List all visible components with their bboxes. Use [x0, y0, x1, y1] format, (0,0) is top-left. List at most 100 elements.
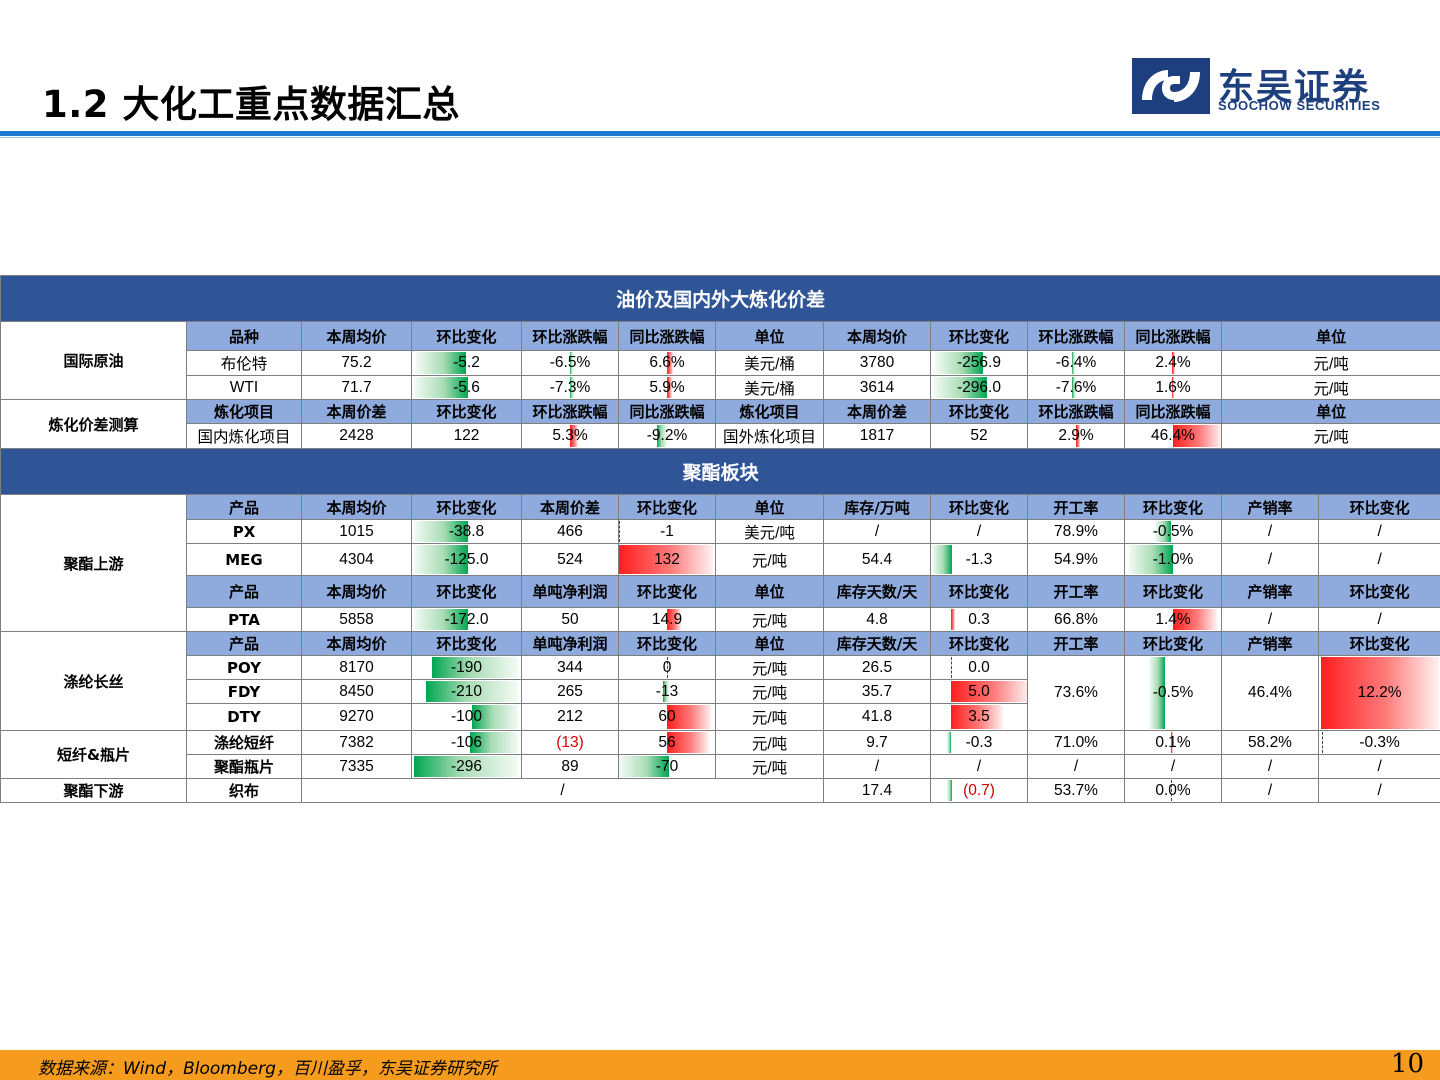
operating-rate: 73.6%	[1027, 655, 1125, 731]
column-header: 本周均价	[301, 631, 412, 656]
weekly-avg-price: 8450	[301, 679, 412, 704]
weekly-avg-price: 8170	[301, 655, 412, 680]
oil-banner: 油价及国内外大炼化价差	[0, 275, 1440, 322]
weekly-avg-price: 7335	[301, 754, 412, 779]
net-profit-per-ton: 50	[521, 607, 619, 632]
section-refining-spread: 炼化价差测算	[0, 399, 187, 449]
table-row: FDY 8450 -210 265 -13 元/吨 35.7 5.0	[1, 679, 1440, 704]
operating-rate: 71.0%	[1027, 730, 1125, 755]
column-header: 环比变化	[618, 494, 716, 520]
weekly-avg-price: 75.2	[301, 350, 412, 376]
data-bar	[667, 732, 709, 753]
data-bar	[1172, 377, 1174, 398]
column-header: 环比变化	[930, 321, 1028, 351]
wow-change: -0.3	[930, 730, 1028, 755]
net-profit-per-ton: 265	[521, 679, 619, 704]
column-header: 本周均价	[301, 575, 412, 608]
product-name: 聚酯瓶片	[186, 754, 302, 779]
unit: 美元/桶	[715, 375, 824, 400]
unit: 元/吨	[715, 730, 824, 755]
page-number: 10	[1390, 1049, 1424, 1079]
data-bar	[414, 521, 468, 542]
page-title: 1.2 大化工重点数据汇总	[42, 83, 460, 126]
footer-bar	[0, 1050, 1440, 1080]
inventory-days: 17.4	[823, 778, 931, 803]
data-bar	[414, 756, 518, 777]
wow-change: -125.0	[411, 543, 522, 576]
wow-change: 0.0%	[1124, 778, 1222, 803]
data-bar	[570, 425, 578, 447]
column-header: 本周价差	[521, 494, 619, 520]
column-header: 环比变化	[930, 399, 1028, 424]
inventory-days: /	[823, 754, 931, 779]
sales-ratio: /	[1221, 607, 1319, 632]
wow-change: 132	[618, 543, 716, 576]
column-header: 开工率	[1027, 631, 1125, 656]
weekly-avg-price: 7382	[301, 730, 412, 755]
wow-change: -0.3%	[1317, 730, 1440, 755]
wow-change: -1.3	[930, 543, 1028, 576]
wow-change: 12.2%	[1317, 655, 1440, 731]
column-header: 同比涨跌幅	[618, 321, 716, 351]
column-header: 产销率	[1221, 575, 1319, 608]
sales-ratio: /	[1221, 519, 1319, 544]
product-name: PTA	[186, 607, 302, 632]
unit: 元/吨	[715, 543, 824, 576]
wow-change: -0.5%	[1124, 519, 1222, 544]
wow-change: /	[930, 754, 1028, 779]
polyester-banner: 聚酯板块	[0, 448, 1440, 495]
column-header: 环比变化	[411, 494, 522, 520]
wow-change: -0.5%	[1124, 655, 1222, 731]
unit-cny: 元/吨	[1220, 350, 1440, 376]
operating-rate: 53.7%	[1027, 778, 1125, 803]
data-bar	[951, 705, 1003, 729]
column-header: 本周均价	[823, 321, 931, 351]
table-row: 布伦特 75.2 -5.2 -6.5% 6.6% 美元/桶 3780 -256.…	[1, 350, 1440, 376]
wow-change: -13	[618, 679, 716, 704]
company-logo: 东吴证券 SOOCHOW SECURITIES	[1132, 58, 1407, 114]
data-bar	[951, 609, 955, 630]
column-header: 本周价差	[301, 399, 412, 424]
table-row: DTY 9270 -100 212 60 元/吨 41.8 3.5	[1, 703, 1440, 731]
table-row: PX 1015 -38.8 466 -1 美元/吨 / / 78.9% -0.5…	[1, 519, 1440, 544]
wow-change: -190	[411, 655, 522, 680]
sales-ratio: /	[1221, 543, 1319, 576]
yoy-change-pct-cny: 2.4%	[1124, 350, 1222, 376]
column-header: 单位	[715, 494, 824, 520]
sales-ratio: /	[1221, 754, 1319, 779]
weekly-avg-price: 9270	[301, 703, 412, 731]
data-bar	[935, 352, 983, 374]
title-rule-thin	[0, 137, 1440, 138]
wow-change: 60	[618, 703, 716, 731]
column-header: 产品	[186, 631, 302, 656]
weekly-spread: 2428	[301, 423, 412, 449]
inventory: /	[823, 519, 931, 544]
column-header: 库存天数/天	[823, 575, 931, 608]
table-row: 聚酯下游 织布 / 17.4 (0.7) 53.7% 0.0% / /	[0, 778, 1440, 803]
column-header: 环比涨跌幅	[521, 399, 619, 424]
column-header: 同比涨跌幅	[1124, 321, 1222, 351]
inventory-days: 26.5	[823, 655, 931, 680]
data-bar	[1129, 545, 1173, 574]
yoy-change-pct: 46.4%	[1124, 423, 1222, 449]
operating-rate: 54.9%	[1027, 543, 1125, 576]
yoy-change-pct: -9.2%	[618, 423, 716, 449]
column-header: 环比变化	[1317, 575, 1440, 608]
unit: 元/吨	[715, 679, 824, 704]
inventory-days: 9.7	[823, 730, 931, 755]
data-bar	[1173, 425, 1221, 447]
logo-english-name: SOOCHOW SECURITIES	[1218, 98, 1381, 113]
yoy-change-pct: 5.9%	[618, 375, 716, 400]
table-row: MEG 4304 -125.0 524 132 元/吨 54.4 -1.3 54…	[1, 543, 1440, 576]
wow-change-pct: -7.3%	[521, 375, 619, 400]
wow-change: (0.7)	[930, 778, 1028, 803]
unit: 元/吨	[715, 607, 824, 632]
wow-change: 0	[618, 655, 716, 680]
wow-change: 56	[618, 730, 716, 755]
data-bar	[414, 609, 468, 630]
wow-change: 0.1%	[1124, 730, 1222, 755]
section-crude-oil: 国际原油	[0, 321, 187, 400]
data-bar	[1072, 377, 1076, 398]
wow-change: /	[930, 519, 1028, 544]
data-bar	[414, 545, 468, 574]
